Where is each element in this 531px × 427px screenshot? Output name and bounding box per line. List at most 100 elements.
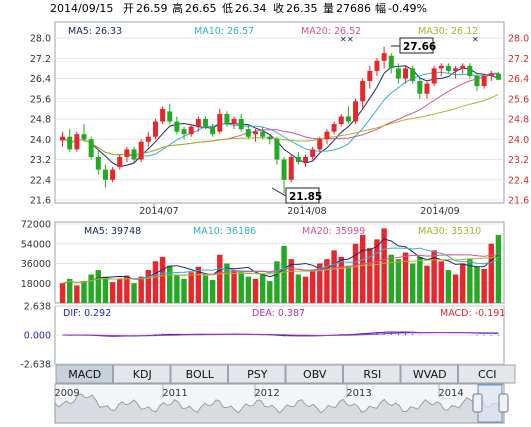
candle-body [60, 136, 66, 141]
header-change: -0.49% [388, 2, 427, 15]
tab-macd[interactable]: MACD [55, 364, 113, 384]
tab-label: BOLL [186, 368, 215, 381]
volume-bar [302, 276, 309, 303]
price-tick-left: 26.4 [30, 74, 51, 85]
dividend-marker-3: ✕ [472, 35, 479, 44]
candle-body [167, 111, 173, 122]
candle-body [231, 119, 237, 125]
volume-bar [381, 228, 387, 303]
overview-year-label: 2014 [438, 388, 463, 399]
overview-right-handle[interactable] [498, 393, 509, 413]
candle-body [81, 134, 87, 140]
volume-bar [245, 276, 252, 303]
header-change-label: 幅 [375, 2, 386, 15]
price-tick-right: 28.0 [508, 34, 529, 45]
candle-body [360, 81, 366, 102]
vol-legend-ma10: MA10: 36186 [193, 226, 256, 237]
candle-body [303, 156, 309, 163]
candle-body [417, 81, 423, 94]
candle-body [310, 149, 316, 157]
candle-body [288, 156, 294, 180]
volume-bar [317, 263, 323, 303]
candle-body [224, 113, 230, 125]
tab-background [228, 364, 286, 384]
overview-year-label: 2013 [346, 388, 371, 399]
legend-ma30: MA30: 26.12 [418, 26, 478, 37]
tab-label: CCI [478, 368, 497, 381]
tab-cci[interactable]: CCI [458, 364, 516, 384]
price-tick-right: 24.0 [508, 135, 529, 146]
candle-body [481, 75, 487, 87]
tab-rsi[interactable]: RSI [343, 364, 401, 384]
header-date: 2014/09/15 [50, 2, 113, 15]
tab-background [458, 364, 516, 384]
macd-tick: -2.638 [20, 360, 51, 371]
tab-boll[interactable]: BOLL [170, 364, 228, 384]
candle-body [145, 136, 151, 142]
tab-label: MACD [68, 368, 101, 381]
min-price-callout: 21.85 [271, 187, 322, 204]
price-ticks-left: 28.0 27.2 26.4 25.6 24.8 24.0 23.2 22.4 21.6 [30, 34, 51, 207]
candle-body [238, 119, 244, 130]
x-axis-label: 2014/09 [420, 206, 459, 217]
candle-body [395, 68, 401, 79]
indicator-tabs: MACD KDJ BOLL PSY OBV RSI WVAD CCI [55, 364, 516, 384]
volume-bar [252, 278, 259, 303]
volume-bar [402, 252, 409, 303]
candle-body [160, 108, 166, 122]
volume-bar [295, 274, 302, 303]
candle-body [124, 149, 130, 157]
price-tick-left: 28.0 [30, 34, 51, 45]
volume-bar [238, 272, 244, 303]
volume-bar [288, 259, 294, 303]
max-price-label: 27.66 [403, 41, 436, 53]
price-tick-left: 24.0 [30, 135, 51, 146]
x-axis-label: 2014/07 [139, 206, 178, 217]
macd-legend-dea: DEA: 0.387 [252, 308, 305, 319]
volume-bar [217, 254, 223, 303]
volume-bar [388, 254, 394, 303]
tab-label: PSY [247, 368, 268, 381]
overview-left-handle[interactable] [472, 393, 483, 413]
price-tick-left: 22.4 [30, 175, 51, 186]
tab-obv[interactable]: OBV [285, 364, 343, 384]
volume-bar [452, 274, 459, 303]
candle-body [374, 60, 380, 71]
volume-bar [424, 265, 430, 303]
volume-ma-line-ma30 [62, 256, 499, 284]
vol-legend-ma20: MA20: 35999 [302, 226, 365, 237]
volume-bar [95, 270, 102, 303]
macd-legend-macd: MACD: -0.191 [440, 308, 505, 319]
volume-moving-averages [62, 238, 499, 284]
min-price-label: 21.85 [289, 191, 322, 203]
volume-bar [331, 250, 337, 303]
price-tick-right: 23.2 [508, 155, 529, 166]
tab-background [55, 364, 113, 384]
dividend-markers: ✕ ✕ ✕ [340, 35, 479, 44]
volume-bar [195, 266, 202, 303]
volume-bar [352, 243, 359, 303]
volume-bar [181, 278, 187, 303]
volume-bar [74, 285, 80, 303]
tab-wvad[interactable]: WVAD [400, 364, 458, 384]
macd-lines [62, 331, 499, 337]
candle-body [388, 55, 394, 69]
tab-kdj[interactable]: KDJ [113, 364, 171, 384]
volume-bar [88, 274, 94, 303]
header-open-label: 开 [123, 2, 134, 15]
volume-bar [324, 259, 330, 303]
price-tick-right: 21.6 [508, 196, 529, 207]
tab-background [170, 364, 228, 384]
tab-background [400, 364, 458, 384]
vol-legend-ma5: MA5: 39748 [84, 226, 141, 237]
candle-body [252, 131, 258, 135]
volume-bar [259, 274, 266, 303]
candle-body [74, 134, 80, 150]
volume-bar [367, 248, 373, 303]
candle-body [367, 70, 373, 82]
tab-psy[interactable]: PSY [228, 364, 286, 384]
volume-bar [417, 256, 423, 303]
candle-body [424, 83, 430, 94]
price-tick-left: 21.6 [30, 196, 51, 207]
